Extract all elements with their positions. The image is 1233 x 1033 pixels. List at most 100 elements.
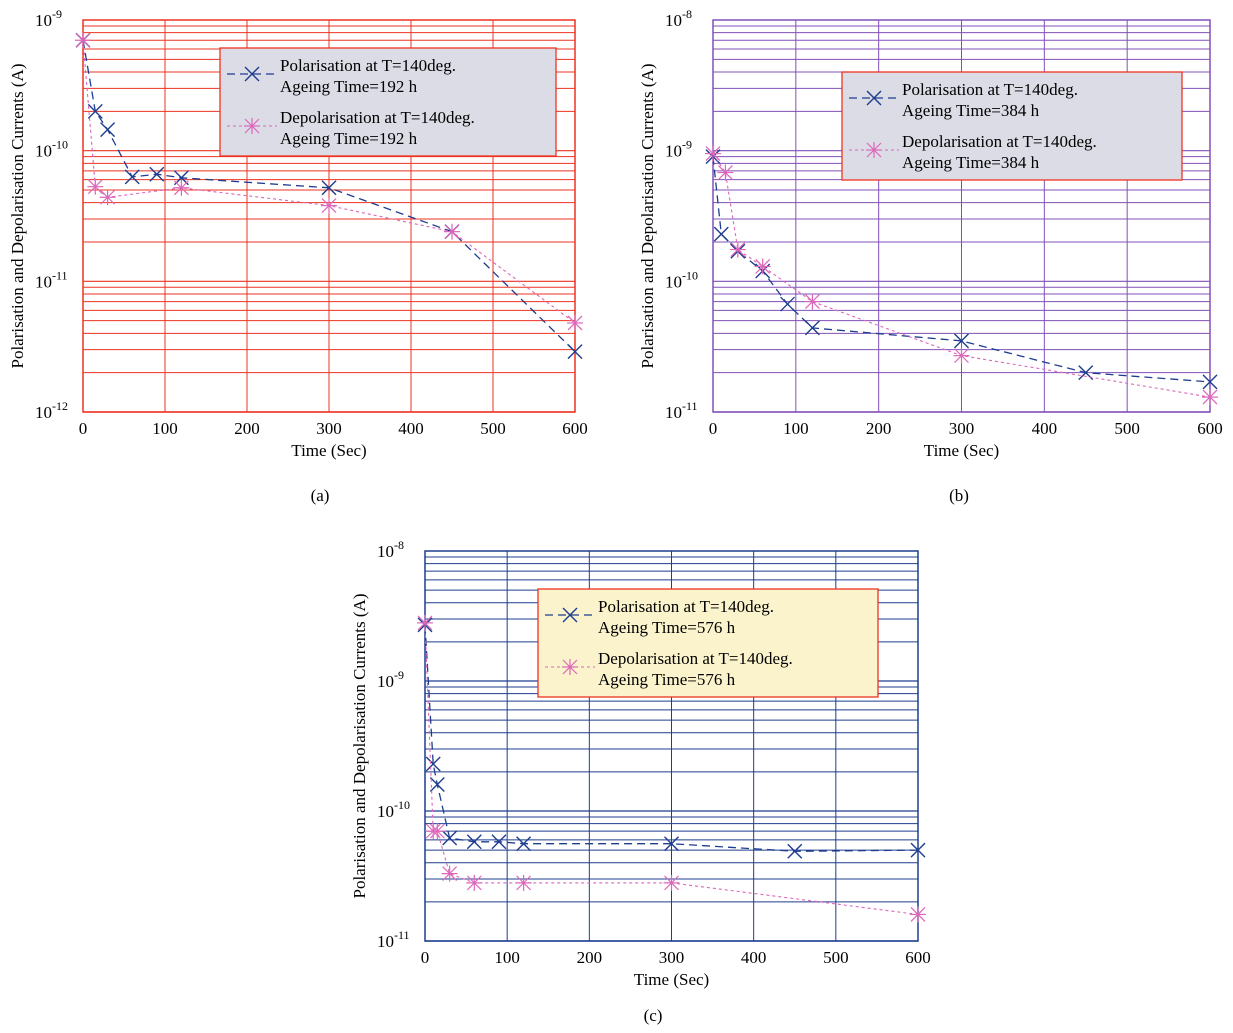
x-tick-label: 400: [1032, 419, 1058, 438]
x-tick-label: 0: [79, 419, 88, 438]
data-point: [173, 179, 190, 196]
data-point: [664, 836, 679, 852]
data-point: [441, 865, 458, 882]
data-point: [567, 344, 583, 360]
y-tick-label: 10-9: [665, 138, 692, 161]
data-point: [425, 756, 441, 772]
data-point: [444, 223, 460, 240]
legend: Polarisation at T=140deg. Ageing Time=384…: [841, 71, 1183, 181]
x-tick-label: 500: [823, 948, 849, 967]
legend-entry-sublabel: Ageing Time=576 h: [598, 618, 736, 637]
x-tick-label: 500: [480, 419, 506, 438]
series-depolarisation: [75, 32, 583, 331]
x-axis-label: Time (Sec): [634, 970, 709, 989]
data-point: [321, 197, 337, 214]
x-tick-label: 100: [152, 419, 178, 438]
legend: Polarisation at T=140deg. Ageing Time=192…: [219, 47, 557, 157]
x-marker-stroke: [713, 226, 729, 242]
data-point: [429, 823, 446, 840]
data-point: [954, 333, 969, 349]
y-tick-label: 10-9: [377, 668, 404, 691]
x-marker-stroke: [1078, 365, 1094, 381]
data-point: [705, 145, 721, 162]
legend-box: [537, 588, 879, 698]
data-point: [910, 906, 926, 923]
x-tick-label: 400: [741, 948, 767, 967]
y-tick-label: 10-10: [377, 798, 410, 821]
x-axis-label: Time (Sec): [291, 441, 366, 460]
x-tick-label: 200: [234, 419, 260, 438]
x-marker-stroke: [429, 776, 445, 792]
data-point: [754, 258, 771, 275]
x-tick-label: 300: [659, 948, 685, 967]
y-axis-label: Polarisation and Depolarisation Currents…: [638, 64, 657, 369]
legend-box: [219, 47, 557, 157]
data-point: [442, 830, 458, 846]
data-point: [87, 178, 104, 195]
data-point: [953, 347, 970, 364]
x-marker-stroke: [567, 344, 583, 360]
data-point: [321, 180, 337, 196]
data-point: [417, 614, 433, 631]
legend-entry-label: Polarisation at T=140deg.: [598, 597, 774, 616]
series-line: [424, 624, 919, 852]
data-point: [910, 842, 926, 858]
x-marker-stroke: [954, 333, 969, 349]
legend-entry-sublabel: Ageing Time=384 h: [902, 101, 1040, 120]
x-marker-stroke: [321, 180, 337, 196]
x-marker-stroke: [442, 830, 458, 846]
data-point: [804, 293, 821, 310]
x-marker-stroke: [244, 66, 260, 82]
data-point: [87, 103, 103, 119]
x-tick-label: 200: [577, 948, 603, 967]
panel-label: (b): [949, 486, 969, 505]
data-point: [780, 296, 796, 312]
x-tick-label: 400: [398, 419, 424, 438]
y-axis-label: Polarisation and Depolarisation Currents…: [8, 64, 27, 369]
series-depolarisation: [417, 614, 926, 923]
legend-entry-label: Polarisation at T=140deg.: [902, 80, 1078, 99]
y-tick-label: 10-10: [665, 268, 698, 291]
data-point: [717, 164, 734, 181]
y-tick-label: 10-11: [35, 268, 68, 291]
data-point: [491, 834, 507, 850]
x-marker-stroke: [866, 90, 882, 106]
data-point: [75, 32, 91, 49]
x-marker-stroke: [425, 756, 441, 772]
x-tick-label: 600: [562, 419, 588, 438]
legend-entry-label: Polarisation at T=140deg.: [280, 56, 456, 75]
x-marker-stroke: [1202, 374, 1218, 390]
data-point: [466, 834, 482, 850]
x-marker-stroke: [466, 834, 482, 850]
x-tick-label: 600: [905, 948, 931, 967]
legend-box: [841, 71, 1183, 181]
data-point: [429, 776, 445, 792]
x-tick-label: 500: [1114, 419, 1140, 438]
chart-panel: 0 100 200 300 400 500 600 10-12 10-11 10-10 10-9 Ti…: [8, 7, 588, 505]
data-point: [663, 874, 680, 891]
legend-entry-sublabel: Ageing Time=576 h: [598, 670, 736, 689]
data-point: [1202, 389, 1218, 406]
data-point: [515, 874, 532, 891]
x-marker-stroke: [491, 834, 507, 850]
x-marker-stroke: [124, 169, 140, 185]
y-tick-label: 10-10: [35, 138, 68, 161]
legend-entry-label: Depolarisation at T=140deg.: [598, 649, 793, 668]
data-point: [466, 874, 483, 891]
data-point: [516, 836, 532, 852]
data-point: [1202, 374, 1218, 390]
y-axis-label: Polarisation and Depolarisation Currents…: [350, 594, 369, 899]
y-tick-label: 10-11: [665, 399, 698, 422]
y-tick-label: 10-11: [377, 928, 410, 951]
y-tick-label: 10-9: [35, 7, 62, 30]
legend-entry-sublabel: Ageing Time=192 h: [280, 77, 418, 96]
panel-label: (c): [644, 1006, 663, 1025]
y-tick-label: 10-8: [665, 7, 692, 30]
legend-entry-sublabel: Ageing Time=384 h: [902, 153, 1040, 172]
x-marker-stroke: [149, 166, 165, 182]
data-point: [99, 189, 116, 206]
chart-panel: 0 100 200 300 400 500 600 10-11 10-10 10-9 10-8 Tim…: [638, 7, 1223, 505]
x-tick-label: 300: [949, 419, 975, 438]
legend-entry-label: Depolarisation at T=140deg.: [280, 108, 475, 127]
